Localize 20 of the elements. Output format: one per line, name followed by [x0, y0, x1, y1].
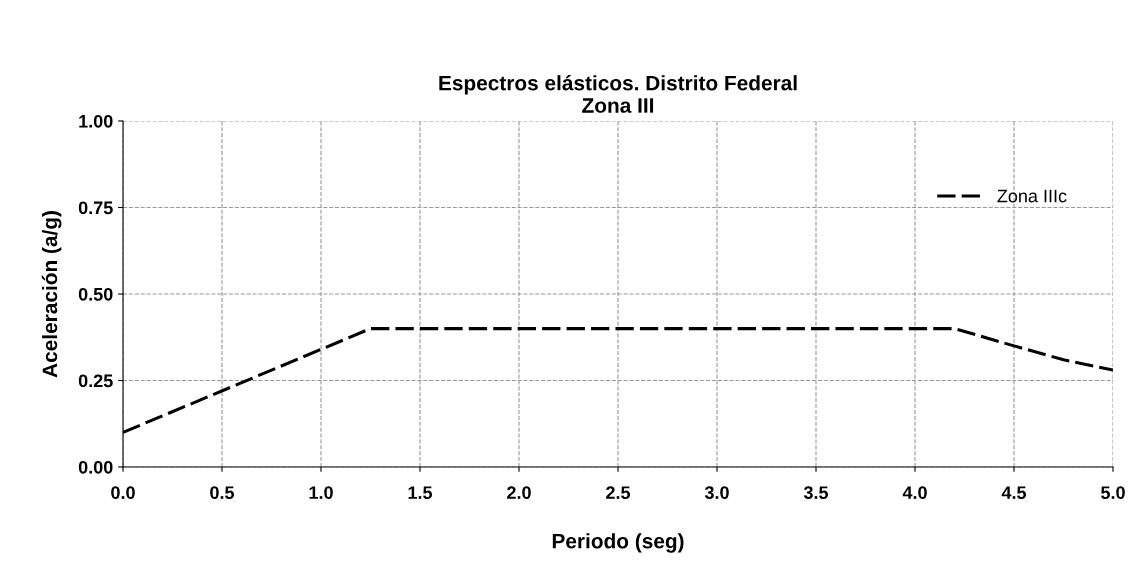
x-tick-label: 1.5 — [408, 486, 433, 500]
y-tick-label: 0.75 — [78, 201, 113, 215]
x-tick-label: 3.5 — [803, 486, 829, 500]
x-tick-label: 2.0 — [507, 486, 531, 500]
x-tick-label: 5.0 — [1101, 486, 1125, 500]
x-tick-label: 0.5 — [210, 486, 235, 500]
y-tick-label: 0.25 — [78, 374, 113, 388]
y-tick-label: 0.00 — [78, 460, 113, 474]
x-tick-label: 0.0 — [111, 486, 135, 500]
y-axis-title: Aceleración (a/g) — [41, 211, 62, 378]
legend-label: Zona IIIc — [997, 189, 1067, 203]
x-tick-label: 4.5 — [1001, 486, 1027, 500]
y-tick-label: 1.00 — [79, 114, 113, 128]
chart-title: Espectros elásticos. Distrito Federal Zona III — [439, 74, 797, 113]
x-axis-title: Periodo (seg) — [552, 533, 684, 553]
x-tick-label: 3.0 — [704, 486, 729, 500]
x-tick-label: 1.0 — [309, 486, 333, 500]
x-tick-label: 2.5 — [606, 486, 631, 500]
y-tick-label: 0.50 — [78, 287, 113, 301]
x-tick-label: 4.0 — [902, 486, 927, 500]
